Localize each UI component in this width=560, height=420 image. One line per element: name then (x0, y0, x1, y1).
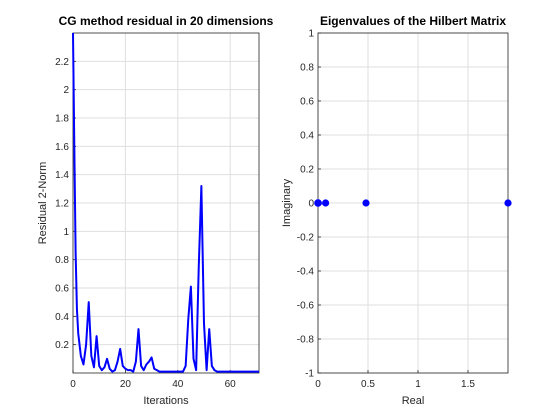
residual-x-tick-label: 40 (172, 379, 184, 390)
residual-chart-title: CG method residual in 20 dimensions (59, 14, 274, 28)
residual-x-tick-label: 20 (120, 379, 132, 390)
residual-y-tick-label: 1.6 (55, 142, 69, 153)
eigenvalues-chart-title: Eigenvalues of the Hilbert Matrix (320, 14, 506, 28)
eigenvalues-y-tick-label: -1 (305, 369, 314, 380)
residual-x-axis-label: Iterations (143, 395, 189, 407)
eigenvalues-y-tick-label: 0.2 (300, 165, 314, 176)
eigenvalues-data-point (314, 199, 322, 207)
residual-chart: 0 20 40 60 0.2 0.4 0.6 0.8 1 1.2 1.4 1.6 1.8 2 2.2 CG … (37, 14, 274, 407)
eigenvalues-data-point (362, 199, 370, 207)
eigenvalues-y-tick-label: 1 (308, 29, 314, 40)
eigenvalues-x-tick-label: 0 (315, 379, 321, 390)
eigenvalues-chart: 0 0.5 1 1.5 -1 -0.8 -0.6 -0.4 -0.2 0 0.2 0.4 0.6 0.8 1… (281, 14, 512, 407)
eigenvalues-y-tick-label: -0.4 (297, 267, 315, 278)
eigenvalues-data-point (504, 199, 512, 207)
eigenvalues-y-tick-label: -0.8 (297, 335, 315, 346)
eigenvalues-x-axis-label: Real (402, 395, 425, 407)
residual-y-tick-label: 2.2 (55, 57, 69, 68)
residual-y-tick-label: 2 (63, 85, 69, 96)
residual-x-tick-label: 60 (225, 379, 237, 390)
residual-series-line (72, 32, 259, 373)
eigenvalues-x-tick-label: 0.5 (361, 379, 375, 390)
residual-y-tick-label: 0.2 (55, 340, 69, 351)
eigenvalues-y-tick-label: 0.4 (300, 131, 314, 142)
residual-y-tick-label: 1.2 (55, 199, 69, 210)
residual-y-tick-label: 1.8 (55, 114, 69, 125)
residual-y-tick-label: 1.4 (55, 170, 69, 181)
residual-y-axis-label: Residual 2-Norm (37, 162, 49, 245)
residual-y-tick-label: 0.6 (55, 284, 69, 295)
residual-y-tick-label: 1 (63, 227, 69, 238)
eigenvalues-data-point (322, 199, 330, 207)
eigenvalues-y-tick-label: 0.8 (300, 63, 314, 74)
residual-y-tick-label: 0.4 (55, 312, 69, 323)
eigenvalues-y-tick-label: -0.6 (297, 301, 315, 312)
residual-y-tick-label: 0.8 (55, 255, 69, 266)
eigenvalues-y-tick-label: 0 (308, 199, 314, 210)
eigenvalues-x-tick-label: 1 (415, 379, 421, 390)
eigenvalues-y-tick-label: 0.6 (300, 97, 314, 108)
eigenvalues-y-axis-label: Imaginary (281, 178, 293, 227)
eigenvalues-x-tick-label: 1.5 (461, 379, 475, 390)
residual-x-tick-label: 0 (70, 379, 76, 390)
eigenvalues-y-tick-label: -0.2 (297, 233, 315, 244)
